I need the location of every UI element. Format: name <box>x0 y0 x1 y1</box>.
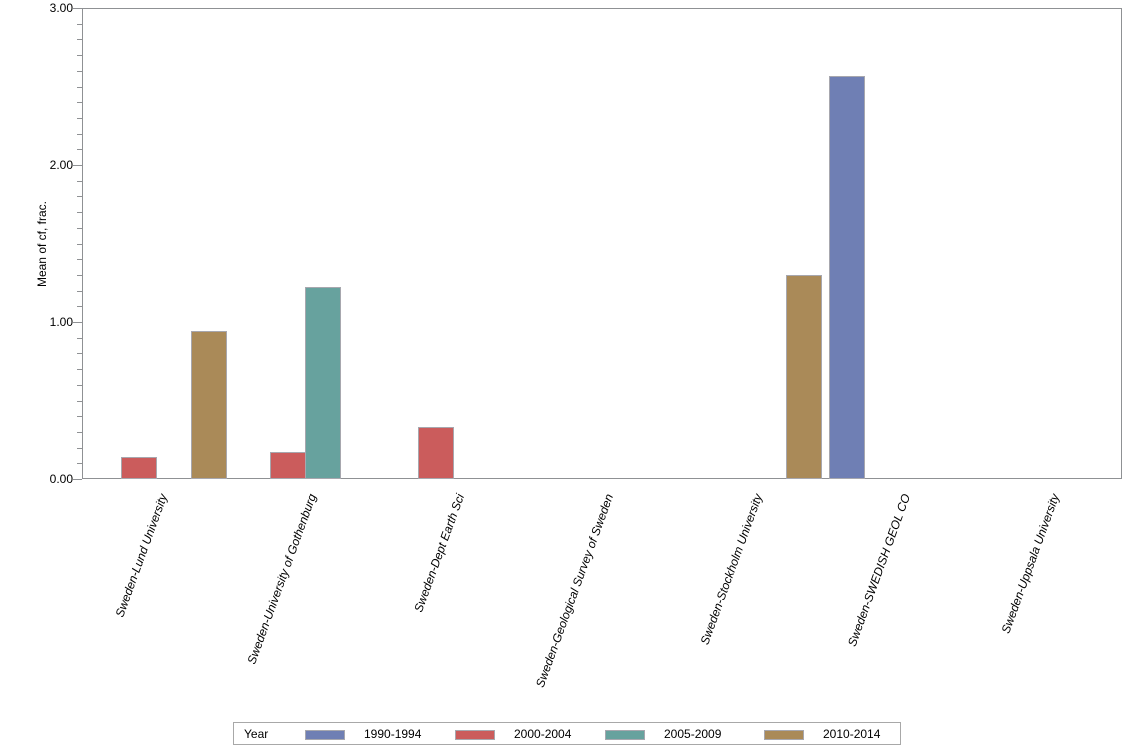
y-minor-tick <box>77 353 82 354</box>
bar-2000-2004-Sweden-Dept Earth Sci <box>418 427 454 479</box>
x-tick-label: Sweden-Stockholm University <box>697 492 766 647</box>
y-minor-tick <box>77 306 82 307</box>
y-minor-tick <box>77 385 82 386</box>
legend-label: 2010-2014 <box>823 727 881 741</box>
x-tick-label: Sweden-University of Gothenburg <box>244 492 320 667</box>
plot-area <box>82 8 1122 479</box>
y-minor-tick <box>77 244 82 245</box>
bar-2000-2004-Sweden-University of Gothenburg <box>270 452 306 479</box>
legend-swatch-1990-1994 <box>305 730 345 740</box>
y-minor-tick <box>77 102 82 103</box>
y-tick-label: 0.00 <box>49 472 73 486</box>
y-tick-label: 3.00 <box>49 1 73 15</box>
y-minor-tick <box>77 55 82 56</box>
y-minor-tick <box>77 118 82 119</box>
x-tick-label: Sweden-Lund University <box>112 492 171 620</box>
legend-swatch-2005-2009 <box>605 730 645 740</box>
y-tick-label: 2.00 <box>49 158 73 172</box>
y-minor-tick <box>77 291 82 292</box>
y-major-tick <box>73 165 82 166</box>
legend-title: Year <box>244 727 269 741</box>
y-major-tick <box>73 8 82 9</box>
y-minor-tick <box>77 401 82 402</box>
y-minor-tick <box>77 432 82 433</box>
bar-2000-2004-Sweden-Lund University <box>121 457 157 479</box>
y-minor-tick <box>77 196 82 197</box>
x-tick-label: Sweden-Dept Earth Sci <box>411 492 468 615</box>
y-minor-tick <box>77 87 82 88</box>
y-minor-tick <box>77 463 82 464</box>
y-minor-tick <box>77 71 82 72</box>
legend-label: 2005-2009 <box>664 727 722 741</box>
y-major-tick <box>73 479 82 480</box>
y-minor-tick <box>77 134 82 135</box>
y-minor-tick <box>77 228 82 229</box>
legend-swatch-2010-2014 <box>764 730 804 740</box>
y-minor-tick <box>77 39 82 40</box>
bar-2010-2014-Sweden-Lund University <box>191 331 227 479</box>
y-minor-tick <box>77 448 82 449</box>
y-minor-tick <box>77 338 82 339</box>
legend-label: 2000-2004 <box>514 727 572 741</box>
bar-1990-1994-Sweden-SWEDISH GEOL CO <box>829 76 865 479</box>
y-minor-tick <box>77 149 82 150</box>
x-tick-label: Sweden-Uppsala University <box>998 492 1063 636</box>
y-axis-title: Mean of cf, frac. <box>35 200 49 288</box>
bar-2005-2009-Sweden-University of Gothenburg <box>305 287 341 479</box>
y-tick-label: 1.00 <box>49 315 73 329</box>
y-major-tick <box>73 322 82 323</box>
legend-swatch-2000-2004 <box>455 730 495 740</box>
x-tick-label: Sweden-Geological Survey of Sweden <box>532 492 617 690</box>
y-minor-tick <box>77 259 82 260</box>
y-minor-tick <box>77 181 82 182</box>
bar-2010-2014-Sweden-Stockholm University <box>786 275 822 479</box>
y-minor-tick <box>77 24 82 25</box>
y-minor-tick <box>77 212 82 213</box>
y-minor-tick <box>77 369 82 370</box>
legend: Year 1990-1994 2000-2004 2005-2009 2010-201… <box>233 722 901 745</box>
x-tick-label: Sweden-SWEDISH GEOL CO <box>844 492 914 649</box>
legend-label: 1990-1994 <box>364 727 422 741</box>
y-minor-tick <box>77 416 82 417</box>
y-minor-tick <box>77 275 82 276</box>
